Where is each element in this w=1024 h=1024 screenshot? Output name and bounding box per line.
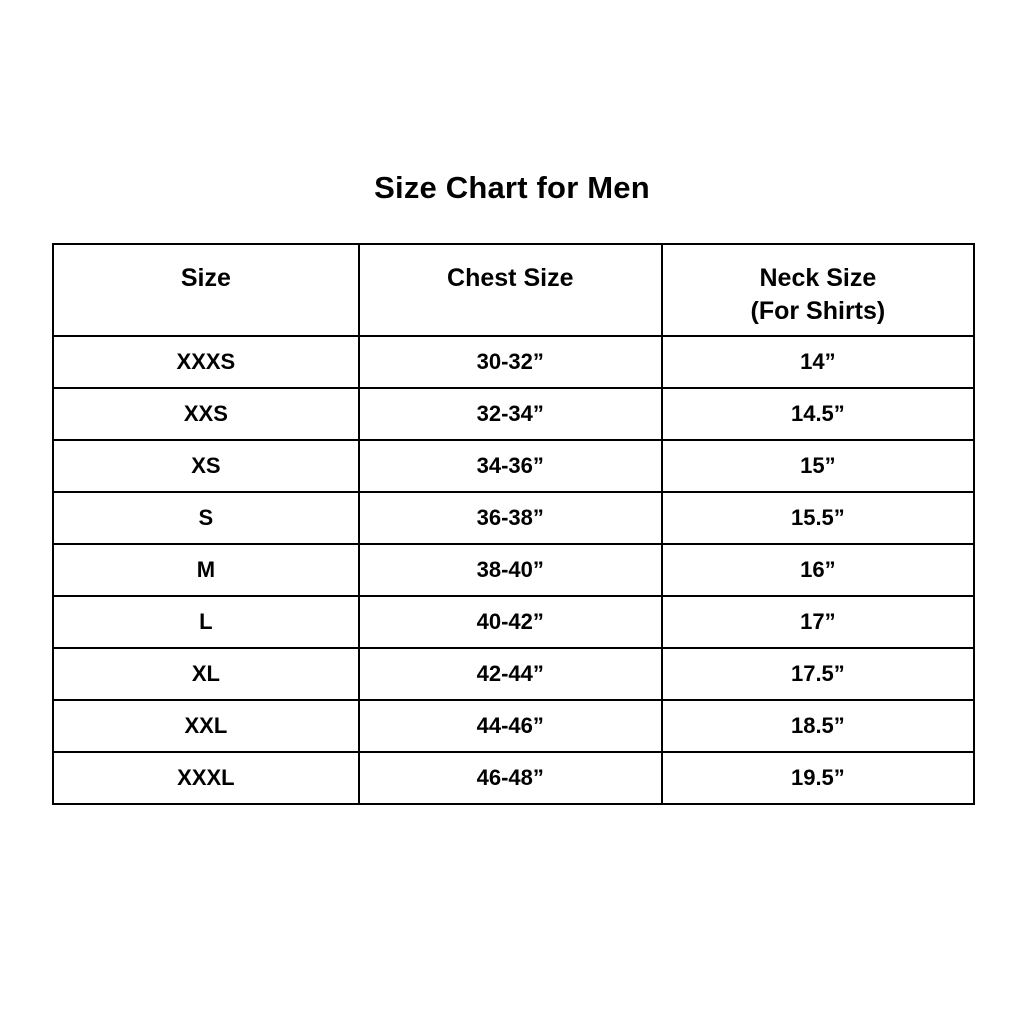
size-cell: XXS (52, 387, 360, 441)
neck-size-cell: 16” (660, 543, 976, 597)
table-row: XXL 44-46” 18.5” (52, 699, 976, 753)
chest-size-cell: 36-38” (357, 491, 663, 545)
size-cell: XXL (52, 699, 360, 753)
table-row: XXXS 30-32” 14” (52, 335, 976, 389)
neck-size-cell: 15.5” (660, 491, 976, 545)
chest-size-cell: 30-32” (357, 335, 663, 389)
neck-size-cell: 19.5” (660, 751, 976, 805)
size-chart-table: Size Chest Size Neck Size (For Shirts) X… (52, 243, 976, 805)
table-row: XL 42-44” 17.5” (52, 647, 976, 701)
column-header-chest-size: Chest Size (357, 243, 663, 337)
neck-size-cell: 17” (660, 595, 976, 649)
size-cell: XXXS (52, 335, 360, 389)
neck-size-cell: 18.5” (660, 699, 976, 753)
size-cell: M (52, 543, 360, 597)
size-cell: XS (52, 439, 360, 493)
size-cell: XXXL (52, 751, 360, 805)
neck-size-cell: 14.5” (660, 387, 976, 441)
neck-size-header-line2: (For Shirts) (750, 297, 886, 326)
table-row: XS 34-36” 15” (52, 439, 976, 493)
column-header-neck-size: Neck Size (For Shirts) (660, 243, 976, 337)
chest-size-cell: 34-36” (357, 439, 663, 493)
size-cell: L (52, 595, 360, 649)
chest-size-cell: 40-42” (357, 595, 663, 649)
neck-size-cell: 17.5” (660, 647, 976, 701)
chest-size-cell: 46-48” (357, 751, 663, 805)
column-header-size: Size (52, 243, 360, 337)
chest-size-cell: 32-34” (357, 387, 663, 441)
table-row: XXS 32-34” 14.5” (52, 387, 976, 441)
table-header-row: Size Chest Size Neck Size (For Shirts) (52, 243, 976, 337)
neck-size-cell: 14” (660, 335, 976, 389)
table-row: L 40-42” 17” (52, 595, 976, 649)
neck-size-header-line1: Neck Size (759, 264, 877, 292)
table-row: M 38-40” 16” (52, 543, 976, 597)
chest-size-cell: 38-40” (357, 543, 663, 597)
chest-size-cell: 42-44” (357, 647, 663, 701)
table-row: XXXL 46-48” 19.5” (52, 751, 976, 805)
page-title: Size Chart for Men (374, 170, 650, 205)
table-row: S 36-38” 15.5” (52, 491, 976, 545)
neck-size-cell: 15” (660, 439, 976, 493)
chest-size-cell: 44-46” (357, 699, 663, 753)
size-cell: S (52, 491, 360, 545)
size-cell: XL (52, 647, 360, 701)
